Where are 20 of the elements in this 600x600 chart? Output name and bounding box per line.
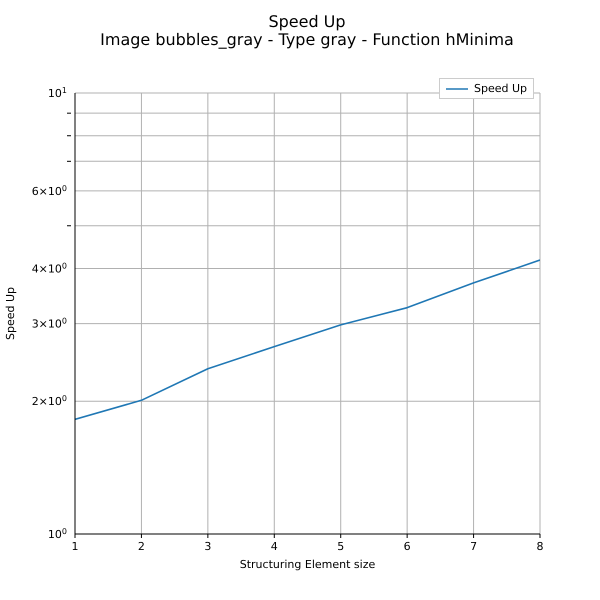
y-tick-label: 2×10$^{0}$ (32, 394, 67, 408)
y-tick-label: 4×10$^{0}$ (32, 260, 67, 276)
chart-title: Speed Up (267, 12, 347, 31)
x-tick-label: 1 (72, 540, 78, 553)
x-axis-title: Structuring Element size (240, 558, 376, 571)
x-tick-label: 3 (204, 540, 212, 553)
legend-label: Speed Up (474, 82, 527, 95)
x-tick-label: 5 (337, 540, 344, 553)
y-tick-label: 10$^{1}$ (48, 86, 67, 100)
line-series (75, 259, 540, 420)
x-tick-label: 4 (270, 540, 278, 553)
chart-subtitle: Image bubbles_gray - Type gray - Function hMinima (99, 30, 515, 49)
y-tick-label: 10$^{0}$ (48, 526, 67, 541)
x-tick-label: 7 (470, 540, 478, 553)
y-axis-title: Speed Up (4, 286, 17, 340)
y-tick-label: 6×10$^{0}$ (32, 183, 67, 198)
x-tick-label: 8 (536, 540, 544, 553)
y-tick-label: 3×10$^{0}$ (32, 316, 67, 331)
x-tick-label: 2 (138, 540, 145, 553)
x-tick-label: 6 (404, 540, 411, 553)
